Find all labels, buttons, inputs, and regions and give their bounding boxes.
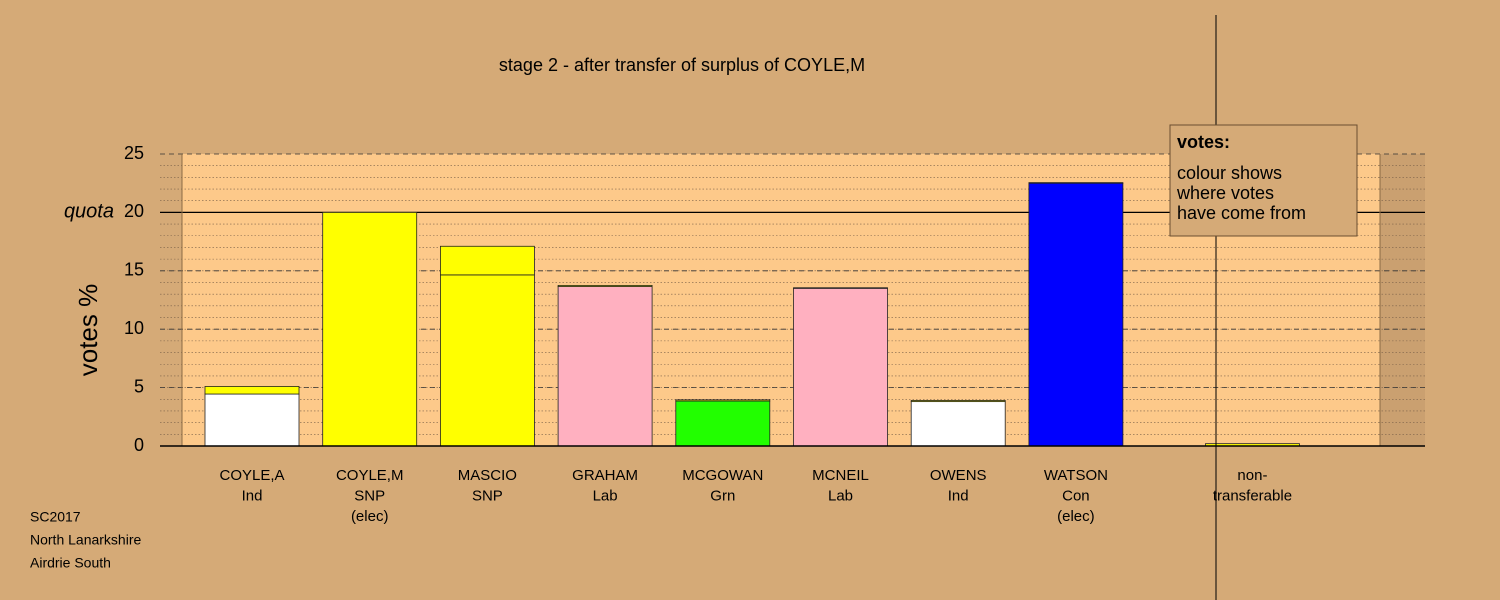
x-tick-label: non- xyxy=(1237,467,1267,484)
plot-margin xyxy=(1380,154,1425,446)
x-tick-label: MCNEIL xyxy=(812,467,869,484)
y-tick-label: 0 xyxy=(134,435,144,455)
footer-text: SC2017 xyxy=(30,509,81,525)
bar-segment xyxy=(793,287,888,289)
bar-segment xyxy=(910,401,1006,447)
x-tick-label: MASCIO xyxy=(458,467,517,484)
y-axis-label: votes % xyxy=(73,284,103,377)
legend-title: votes: xyxy=(1177,132,1230,152)
legend-text: colour shows xyxy=(1177,163,1282,183)
bar-segment xyxy=(1028,182,1124,184)
bars xyxy=(204,182,1300,447)
y-tick-label: 5 xyxy=(134,376,144,396)
bar-segment xyxy=(910,400,1006,403)
x-tick-label: Grn xyxy=(710,487,735,504)
x-tick-label: Lab xyxy=(828,487,853,504)
chart-title: stage 2 - after transfer of surplus of C… xyxy=(499,55,865,75)
x-tick-label: MCGOWAN xyxy=(682,467,763,484)
x-tick-label: (elec) xyxy=(1057,508,1095,525)
bar-segment xyxy=(439,245,535,276)
legend: votes: colour shows where votes have com… xyxy=(1169,124,1358,237)
footer-text: North Lanarkshire xyxy=(30,532,141,548)
x-tick-label: Lab xyxy=(593,487,618,504)
legend-text: have come from xyxy=(1177,203,1306,223)
y-tick-label: 20 xyxy=(124,201,144,221)
bar-segment xyxy=(1028,182,1124,447)
bar-segment xyxy=(204,393,300,447)
x-tick-label: Ind xyxy=(948,487,969,504)
quota-label: quota xyxy=(64,201,114,223)
bar-segment xyxy=(675,400,771,447)
y-tick-label: 25 xyxy=(124,143,144,163)
x-tick-label: WATSON xyxy=(1044,467,1108,484)
x-tick-label: SNP xyxy=(354,487,385,504)
x-tick-label: OWENS xyxy=(930,467,987,484)
y-tick-label: 10 xyxy=(124,318,144,338)
x-tick-label: COYLE,M xyxy=(336,467,404,484)
footer-text: Airdrie South xyxy=(30,555,111,571)
bar-segment xyxy=(322,211,418,447)
x-tick-label: transferable xyxy=(1213,487,1292,504)
x-tick-label: COYLE,A xyxy=(219,467,284,484)
bar-segment xyxy=(557,286,653,447)
legend-box xyxy=(1169,124,1358,237)
y-tick-label: 15 xyxy=(124,260,144,280)
legend-text: where votes xyxy=(1176,183,1274,203)
bar-segment xyxy=(675,399,771,402)
bar-segment xyxy=(793,287,888,447)
x-tick-label: Con xyxy=(1062,487,1090,504)
bar-segment xyxy=(204,386,300,395)
bar-segment xyxy=(557,284,653,287)
bar-segment xyxy=(439,274,535,447)
x-tick-label: SNP xyxy=(472,487,503,504)
x-tick-label: GRAHAM xyxy=(572,467,638,484)
x-tick-label: Ind xyxy=(242,487,263,504)
x-tick-label: (elec) xyxy=(351,508,389,525)
